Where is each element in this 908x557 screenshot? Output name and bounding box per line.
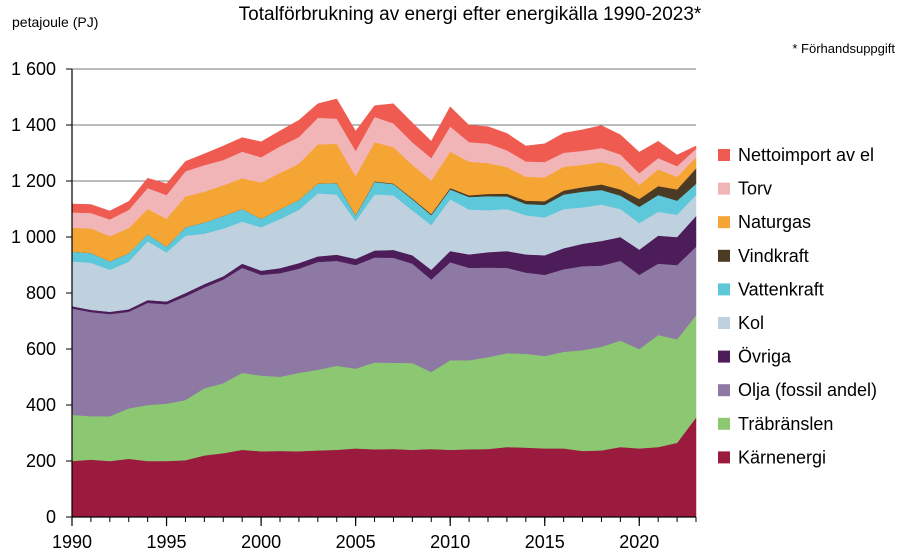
legend-label: Kol — [738, 313, 764, 333]
x-tick-label: 2000 — [241, 532, 281, 552]
legend-label: Naturgas — [738, 212, 811, 232]
y-tick-label: 400 — [26, 395, 56, 415]
x-tick-label: 2015 — [525, 532, 565, 552]
y-tick-label: 0 — [46, 507, 56, 527]
x-tick-label: 1990 — [52, 532, 92, 552]
x-tick-label: 2005 — [336, 532, 376, 552]
legend-swatch — [718, 417, 730, 430]
legend-swatch — [718, 451, 730, 464]
legend: Nettoimport av el Torv Naturgas Vindkraft Va… — [718, 145, 877, 467]
legend-swatch — [718, 216, 730, 229]
y-tick-label: 200 — [26, 451, 56, 471]
x-tick-label: 2020 — [619, 532, 659, 552]
legend-swatch — [718, 182, 730, 195]
x-tick-label: 2010 — [430, 532, 470, 552]
legend-swatch — [718, 317, 730, 329]
axes: 0 200 400 600 800 1 000 1 200 1 400 1 600 1990 199… — [11, 59, 697, 552]
y-axis-unit-label: petajoule (PJ) — [12, 14, 98, 30]
legend-swatch — [718, 283, 730, 296]
legend-swatch — [718, 249, 730, 262]
x-tick-label: 1995 — [147, 532, 187, 552]
legend-label: Träbränslen — [738, 414, 833, 434]
y-tick-label: 1 200 — [11, 171, 56, 191]
chart-title: Totalförbrukning av energi efter energik… — [239, 4, 702, 25]
legend-label: Kärnenergi — [738, 447, 826, 467]
y-tick-label: 1 600 — [11, 59, 56, 79]
area-nettoimport-av-el — [71, 98, 697, 220]
y-tick-label: 1 000 — [11, 227, 56, 247]
legend-label: Vindkraft — [738, 246, 809, 266]
y-tick-label: 600 — [26, 339, 56, 359]
y-tick-label: 800 — [26, 283, 56, 303]
legend-label: Övriga — [738, 347, 792, 367]
legend-label: Vattenkraft — [738, 279, 824, 299]
legend-swatch — [718, 350, 730, 363]
legend-swatch — [718, 384, 730, 397]
legend-label: Torv — [738, 179, 772, 199]
preliminary-data-note: * Förhandsuppgift — [792, 41, 895, 56]
stacked-areas — [71, 98, 697, 518]
legend-swatch — [718, 149, 730, 161]
legend-label: Olja (fossil andel) — [738, 380, 877, 400]
y-tick-label: 1 400 — [11, 115, 56, 135]
legend-label: Nettoimport av el — [738, 145, 874, 165]
